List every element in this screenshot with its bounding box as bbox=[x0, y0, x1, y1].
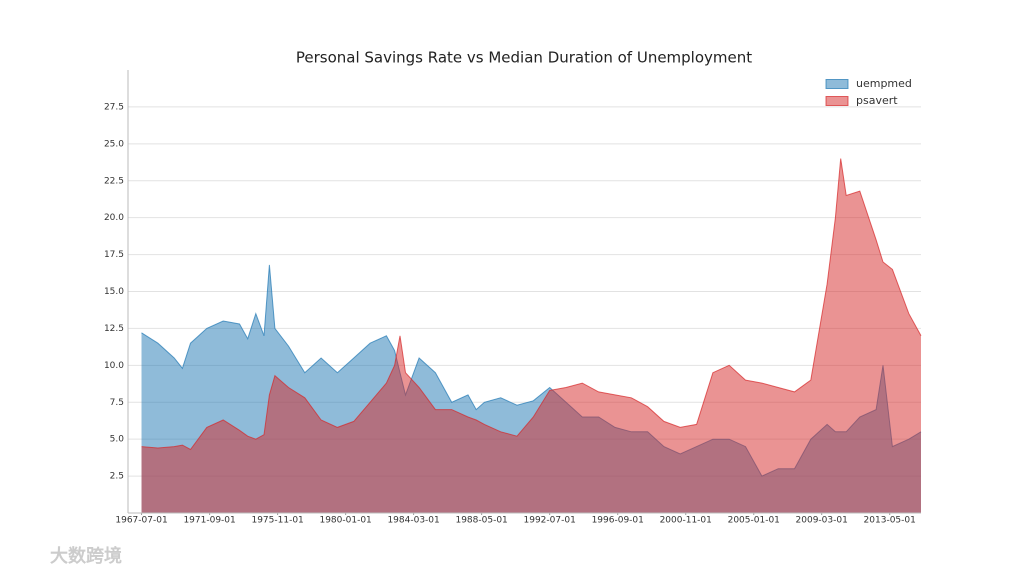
area-line bbox=[141, 158, 922, 451]
y-tick-label: 17.5 bbox=[104, 250, 124, 260]
y-tick-label: 12.5 bbox=[104, 324, 124, 334]
x-tick-label: 1984-03-01 bbox=[387, 516, 439, 526]
chart-title: Personal Savings Rate vs Median Duration… bbox=[296, 49, 752, 67]
area-fill bbox=[141, 158, 921, 513]
legend-label: uempmed bbox=[856, 77, 912, 90]
x-tick-label: 2009-03-01 bbox=[796, 516, 848, 526]
y-tick-label: 22.5 bbox=[104, 176, 124, 186]
watermark: 大数跨境 bbox=[50, 545, 122, 567]
legend-swatch bbox=[825, 96, 849, 106]
x-tick-label: 1992-07-01 bbox=[524, 516, 576, 526]
x-tick-label: 1988-05-01 bbox=[455, 516, 507, 526]
y-tick-label: 15.0 bbox=[104, 287, 124, 297]
y-tick-label: 25.0 bbox=[104, 139, 124, 149]
y-tick-label: 10.0 bbox=[104, 361, 124, 371]
x-tick-label: 1980-01-01 bbox=[319, 516, 371, 526]
y-tick-label: 27.5 bbox=[104, 102, 124, 112]
y-tick-label: 7.5 bbox=[110, 398, 124, 408]
x-tick-label: 1975-11-01 bbox=[251, 516, 303, 526]
x-tick-label: 1967-07-01 bbox=[115, 516, 167, 526]
x-tick-label: 2000-11-01 bbox=[660, 516, 712, 526]
x-tick-label: 2013-05-01 bbox=[864, 516, 916, 526]
legend-swatch bbox=[825, 79, 849, 89]
y-tick-label: 2.5 bbox=[110, 472, 124, 482]
y-tick-label: 5.0 bbox=[110, 435, 125, 445]
legend-label: psavert bbox=[856, 94, 898, 107]
y-tick-label: 20.0 bbox=[104, 213, 124, 223]
x-tick-label: 1996-09-01 bbox=[592, 516, 644, 526]
x-tick-label: 1971-09-01 bbox=[183, 516, 235, 526]
x-tick-label: 2005-01-01 bbox=[728, 516, 780, 526]
